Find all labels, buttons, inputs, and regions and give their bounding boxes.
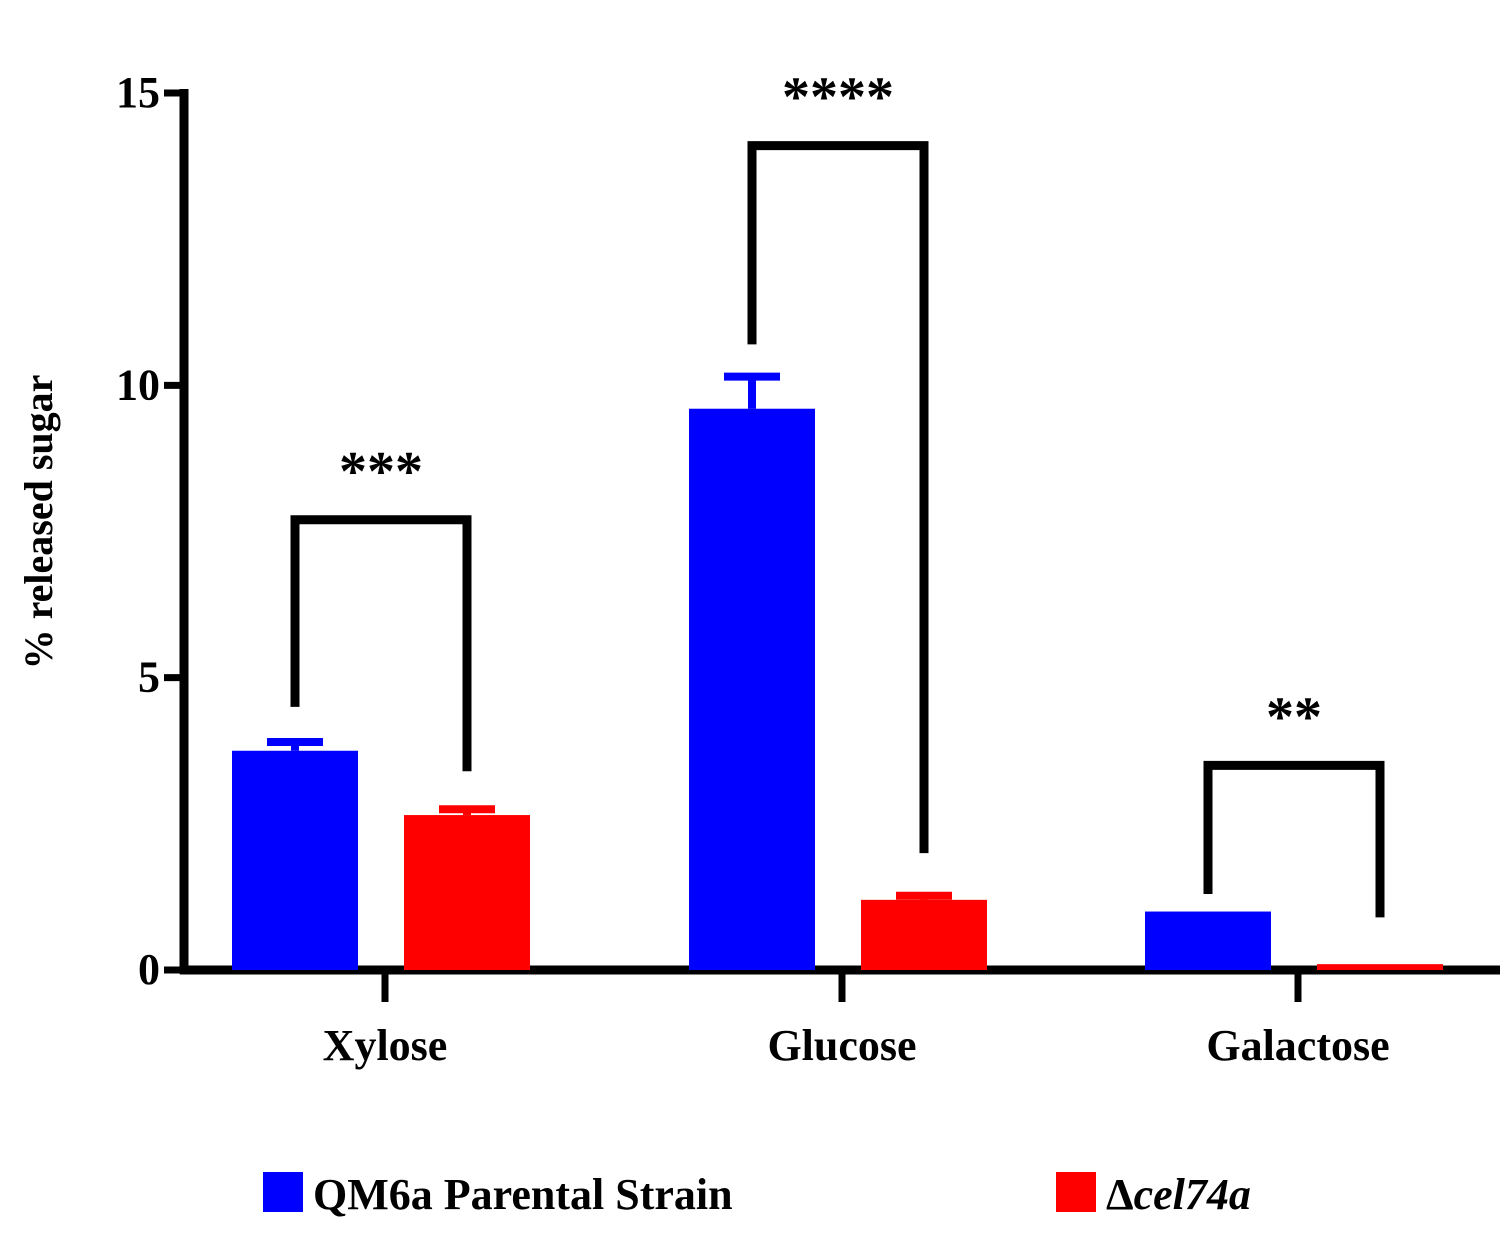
y-tick-label: 15: [116, 68, 160, 117]
legend-label-mutant-name: cel74a: [1134, 1170, 1251, 1219]
bar-parental-galactose: [1145, 911, 1271, 970]
significance-bracket-glucose: [747, 141, 929, 854]
x-tick-label-galactose: Galactose: [1206, 1021, 1389, 1070]
legend: QM6a Parental Strain Δcel74a: [263, 1170, 1251, 1219]
significance-bracket-galactose: [1203, 760, 1385, 918]
legend-label-mutant-prefix: Δ: [1106, 1170, 1134, 1219]
bar-mutant-xylose: [404, 815, 530, 970]
significance-label-glucose: ****: [782, 67, 894, 129]
bar-parental-glucose: [689, 408, 815, 971]
y-tick-label: 10: [116, 360, 160, 409]
significance-bracket-xylose: [290, 515, 472, 772]
plot-area: 0 5 10 15 Xylose *** Glucose **** Galactose **: [116, 67, 1500, 1070]
significance-label-xylose: ***: [339, 441, 423, 503]
y-tick-label: 5: [138, 653, 160, 702]
y-axis-label: % released sugar: [16, 375, 61, 670]
bar-mutant-galactose: [1317, 964, 1443, 970]
significance-label-galactose: **: [1266, 686, 1322, 748]
legend-label-mutant: Δcel74a: [1106, 1170, 1251, 1219]
legend-swatch-parental: [263, 1172, 303, 1212]
x-tick-label-xylose: Xylose: [323, 1021, 448, 1070]
x-tick-label-glucose: Glucose: [767, 1021, 916, 1070]
y-tick-label: 0: [138, 945, 160, 994]
legend-swatch-mutant: [1056, 1172, 1096, 1212]
legend-label-parental: QM6a Parental Strain: [313, 1170, 733, 1219]
bar-mutant-glucose: [861, 899, 987, 970]
bar-parental-xylose: [232, 750, 358, 970]
